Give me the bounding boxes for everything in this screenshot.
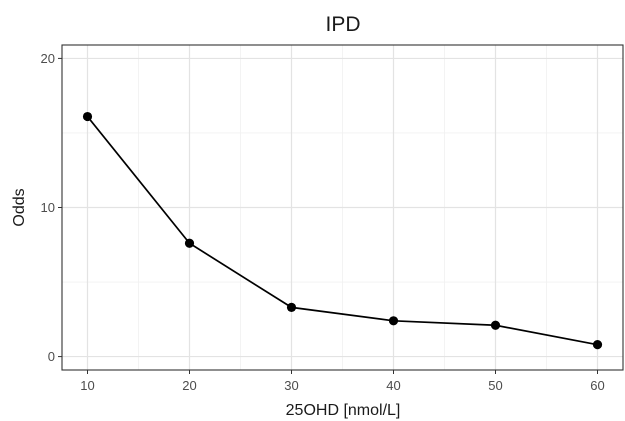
data-point: [82, 111, 93, 122]
x-tick-label: 20: [182, 378, 196, 393]
y-axis-label: Odds: [11, 188, 28, 226]
x-tick-label: 30: [284, 378, 298, 393]
grid: [62, 45, 623, 370]
series-line: [86, 116, 598, 346]
chart-title: IPD: [325, 13, 360, 36]
x-tick-label: 60: [590, 378, 604, 393]
data-point: [184, 238, 195, 248]
y-tick-label: 10: [41, 200, 55, 215]
x-tick-label: 50: [488, 378, 502, 393]
data-point: [388, 316, 399, 326]
axis-ticks: 10 20 30 40 50 60 0 10 20: [41, 51, 605, 393]
data-point: [490, 320, 501, 330]
x-tick-label: 40: [386, 378, 400, 393]
x-tick-label: 10: [80, 378, 94, 393]
data-point: [592, 340, 603, 350]
series-odds: [82, 111, 603, 350]
y-tick-label: 20: [41, 51, 55, 66]
data-point: [286, 302, 297, 312]
x-axis-label: 25OHD [nmol/L]: [286, 402, 401, 419]
y-tick-label: 0: [48, 349, 55, 364]
